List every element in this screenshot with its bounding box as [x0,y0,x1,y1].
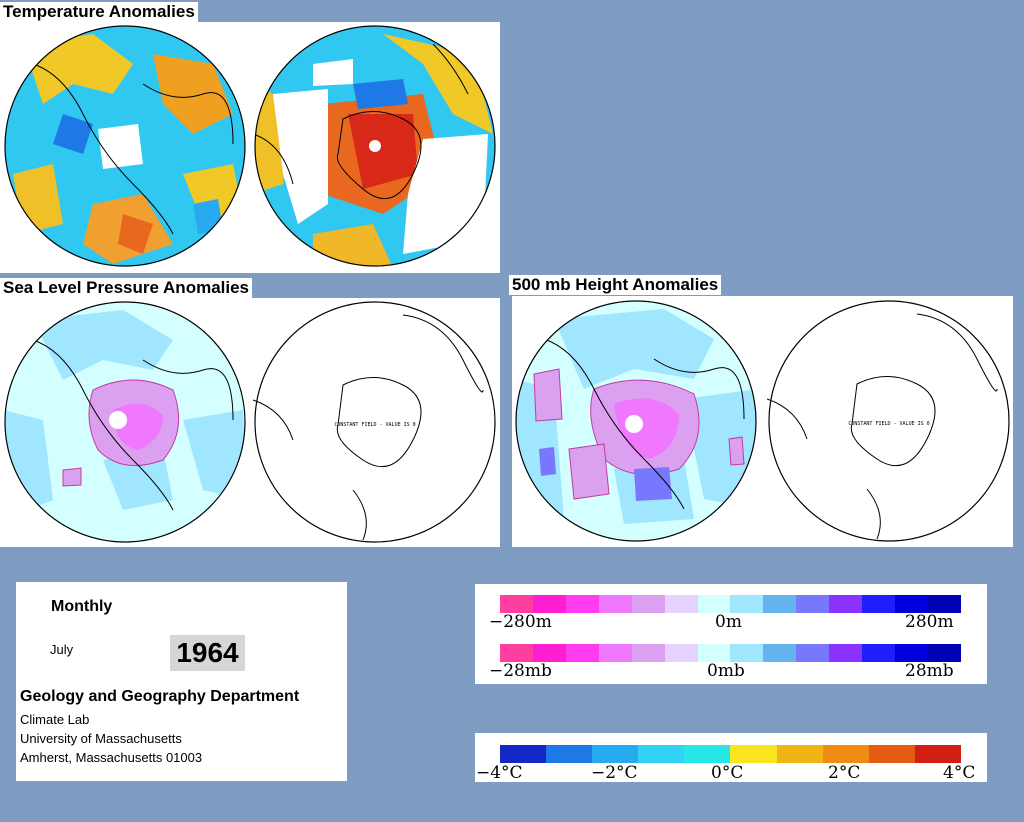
slp-constant-field-note: CONSTANT FIELD - VALUE IS 0 [334,422,415,428]
color-swatch-4 [631,644,665,662]
info-box: Monthly July 1964 Geology and Geography … [16,582,347,781]
color-swatch-4 [631,595,665,613]
pressure-mid-label: 0mb [707,661,745,681]
temp-label-2: 2°C [828,763,861,783]
color-swatch-12 [895,644,928,662]
temp-label-0: 0°C [711,763,744,783]
color-swatch-11 [862,644,896,662]
color-swatch-0 [500,745,547,763]
color-swatch-8 [763,644,797,662]
slp-title: Sea Level Pressure Anomalies [0,278,253,298]
color-swatch-8 [763,595,797,613]
color-swatch-9 [796,595,830,613]
slp-panel: CONSTANT FIELD - VALUE IS 0 [0,298,500,547]
temperature-color-bar [500,745,961,763]
color-swatch-7 [730,595,764,613]
color-swatch-2 [592,745,639,763]
color-swatch-11 [862,595,896,613]
color-swatch-1 [532,595,566,613]
color-swatch-1 [546,745,593,763]
color-swatch-5 [664,644,698,662]
temperature-title: Temperature Anomalies [0,2,198,22]
anomaly-legend: −280m 0m 280m −28mb 0mb 28mb [475,584,987,684]
year-label: 1964 [170,635,245,671]
period-label: Monthly [51,598,113,615]
height500-constant-field-note: CONSTANT FIELD - VALUE IS 0 [848,421,929,427]
color-swatch-2 [565,595,599,613]
color-swatch-6 [697,595,731,613]
department-label: Geology and Geography Department [20,688,300,705]
height-min-label: −280m [489,612,552,632]
color-swatch-3 [638,745,685,763]
color-swatch-12 [895,595,928,613]
color-swatch-8 [868,745,915,763]
pressure-min-label: −28mb [489,661,552,681]
height500-panel: CONSTANT FIELD - VALUE IS 0 [512,296,1013,547]
color-swatch-4 [684,745,731,763]
color-swatch-9 [914,745,961,763]
lab-label: Climate Lab [20,712,90,727]
address-label: Amherst, Massachusetts 01003 [20,750,203,765]
temperature-legend: −4°C −2°C 0°C 2°C 4°C [475,733,987,783]
color-swatch-6 [776,745,823,763]
temperature-north-globe [4,25,246,267]
height-max-label: 280m [905,612,954,632]
temperature-south-globe [254,25,496,267]
color-swatch-13 [927,644,961,662]
color-swatch-9 [796,644,830,662]
color-swatch-0 [500,644,533,662]
color-swatch-10 [829,644,863,662]
temperature-panel [0,22,500,273]
color-swatch-7 [822,745,869,763]
color-swatch-5 [730,745,777,763]
color-swatch-10 [829,595,863,613]
color-swatch-1 [532,644,566,662]
color-swatch-3 [598,595,632,613]
temp-label-minus4: −4°C [476,763,523,783]
color-swatch-13 [927,595,961,613]
height500-south-globe: CONSTANT FIELD - VALUE IS 0 [767,300,1010,542]
slp-south-globe: CONSTANT FIELD - VALUE IS 0 [253,301,496,543]
height-mid-label: 0m [715,612,742,632]
temp-label-minus2: −2°C [591,763,638,783]
month-label: July [50,642,74,657]
color-swatch-2 [565,644,599,662]
university-label: University of Massachusetts [20,731,182,746]
color-swatch-0 [500,595,533,613]
color-swatch-3 [598,644,632,662]
color-swatch-6 [697,644,731,662]
pressure-color-bar [500,644,961,662]
color-swatch-5 [664,595,698,613]
height500-north-globe [515,300,757,542]
pressure-max-label: 28mb [905,661,954,681]
slp-north-globe [4,301,246,543]
color-swatch-7 [730,644,764,662]
temp-label-4: 4°C [943,763,976,783]
height-color-bar [500,595,961,613]
height500-title: 500 mb Height Anomalies [509,275,722,295]
